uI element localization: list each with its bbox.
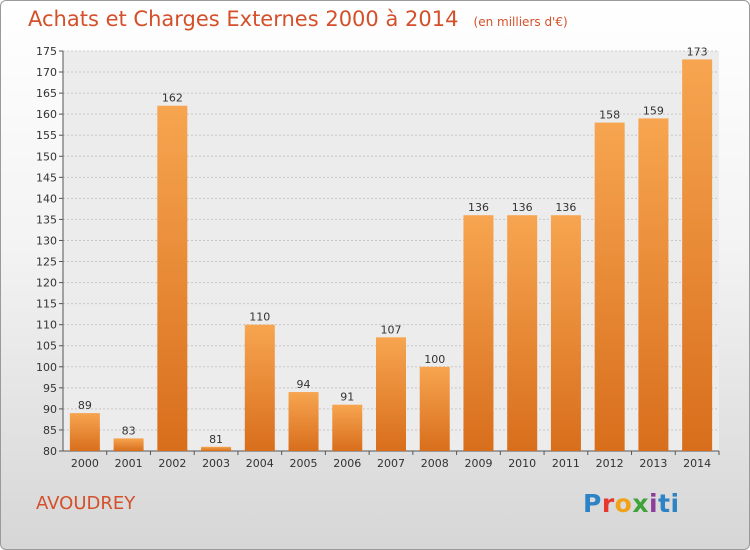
bar-value-label: 136 bbox=[555, 201, 576, 214]
y-tick-label: 175 bbox=[36, 45, 57, 58]
bar bbox=[507, 215, 538, 451]
x-tick-label: 2000 bbox=[71, 457, 99, 470]
y-tick-label: 170 bbox=[36, 66, 57, 79]
bar bbox=[113, 438, 144, 451]
bar-value-label: 81 bbox=[209, 433, 223, 446]
x-tick-label: 2005 bbox=[290, 457, 318, 470]
y-tick-label: 140 bbox=[36, 192, 57, 205]
y-tick-label: 165 bbox=[36, 87, 57, 100]
bar bbox=[332, 404, 363, 451]
y-tick-label: 135 bbox=[36, 213, 57, 226]
bar bbox=[419, 366, 450, 451]
bar-value-label: 173 bbox=[687, 45, 708, 58]
y-tick-label: 80 bbox=[43, 445, 57, 458]
bar-value-label: 110 bbox=[249, 311, 270, 324]
y-tick-label: 160 bbox=[36, 108, 57, 121]
bar-value-label: 136 bbox=[512, 201, 533, 214]
x-tick-label: 2003 bbox=[202, 457, 230, 470]
bar bbox=[550, 215, 581, 451]
y-tick-label: 120 bbox=[36, 277, 57, 290]
proxiti-logo: Proxiti bbox=[583, 489, 680, 518]
logo-letter: i bbox=[649, 489, 659, 518]
bar bbox=[288, 392, 319, 451]
x-tick-label: 2007 bbox=[377, 457, 405, 470]
bar bbox=[244, 324, 275, 451]
bar-value-label: 89 bbox=[78, 399, 92, 412]
bar bbox=[69, 413, 100, 451]
x-tick-label: 2002 bbox=[158, 457, 186, 470]
logo-letter: x bbox=[632, 489, 649, 518]
bar bbox=[376, 337, 406, 451]
bar bbox=[463, 215, 494, 451]
x-tick-label: 2013 bbox=[639, 457, 667, 470]
x-tick-label: 2011 bbox=[552, 457, 580, 470]
logo-letter: r bbox=[601, 489, 615, 518]
x-tick-label: 2014 bbox=[683, 457, 711, 470]
y-tick-label: 95 bbox=[43, 382, 57, 395]
y-tick-label: 130 bbox=[36, 234, 57, 247]
bar-value-label: 136 bbox=[468, 201, 489, 214]
x-tick-label: 2001 bbox=[115, 457, 143, 470]
bar-value-label: 100 bbox=[424, 353, 445, 366]
bar bbox=[201, 446, 232, 451]
y-tick-label: 110 bbox=[36, 319, 57, 332]
x-tick-label: 2009 bbox=[464, 457, 492, 470]
x-tick-label: 2012 bbox=[596, 457, 624, 470]
y-tick-label: 115 bbox=[36, 298, 57, 311]
y-tick-label: 105 bbox=[36, 340, 57, 353]
x-tick-label: 2010 bbox=[508, 457, 536, 470]
x-tick-label: 2006 bbox=[333, 457, 361, 470]
y-tick-label: 100 bbox=[36, 361, 57, 374]
bar bbox=[682, 59, 713, 451]
bar bbox=[594, 122, 625, 451]
bar-value-label: 159 bbox=[643, 104, 664, 117]
y-tick-label: 85 bbox=[43, 424, 57, 437]
town-name: AVOUDREY bbox=[36, 493, 136, 514]
bar bbox=[638, 118, 669, 452]
y-tick-label: 150 bbox=[36, 150, 57, 163]
x-tick-label: 2004 bbox=[246, 457, 274, 470]
bar-value-label: 91 bbox=[340, 391, 354, 404]
logo-letter: ti bbox=[658, 489, 680, 518]
bar-value-label: 83 bbox=[122, 424, 136, 437]
bar bbox=[157, 105, 188, 451]
chart-title-block: Achats et Charges Externes 2000 à 2014 (… bbox=[28, 7, 568, 31]
y-tick-label: 90 bbox=[43, 403, 57, 416]
unit-label: (en milliers d'€) bbox=[473, 15, 568, 29]
y-tick-label: 155 bbox=[36, 129, 57, 142]
bar-value-label: 94 bbox=[297, 378, 311, 391]
logo-letter: o bbox=[614, 489, 633, 518]
bar-value-label: 162 bbox=[162, 92, 183, 105]
bar-value-label: 107 bbox=[381, 323, 402, 336]
chart-title: Achats et Charges Externes 2000 à 2014 bbox=[28, 7, 459, 31]
y-tick-label: 145 bbox=[36, 171, 57, 184]
logo-letter: P bbox=[583, 489, 602, 518]
bar-value-label: 158 bbox=[599, 109, 620, 122]
y-tick-label: 125 bbox=[36, 256, 57, 269]
x-tick-label: 2008 bbox=[421, 457, 449, 470]
